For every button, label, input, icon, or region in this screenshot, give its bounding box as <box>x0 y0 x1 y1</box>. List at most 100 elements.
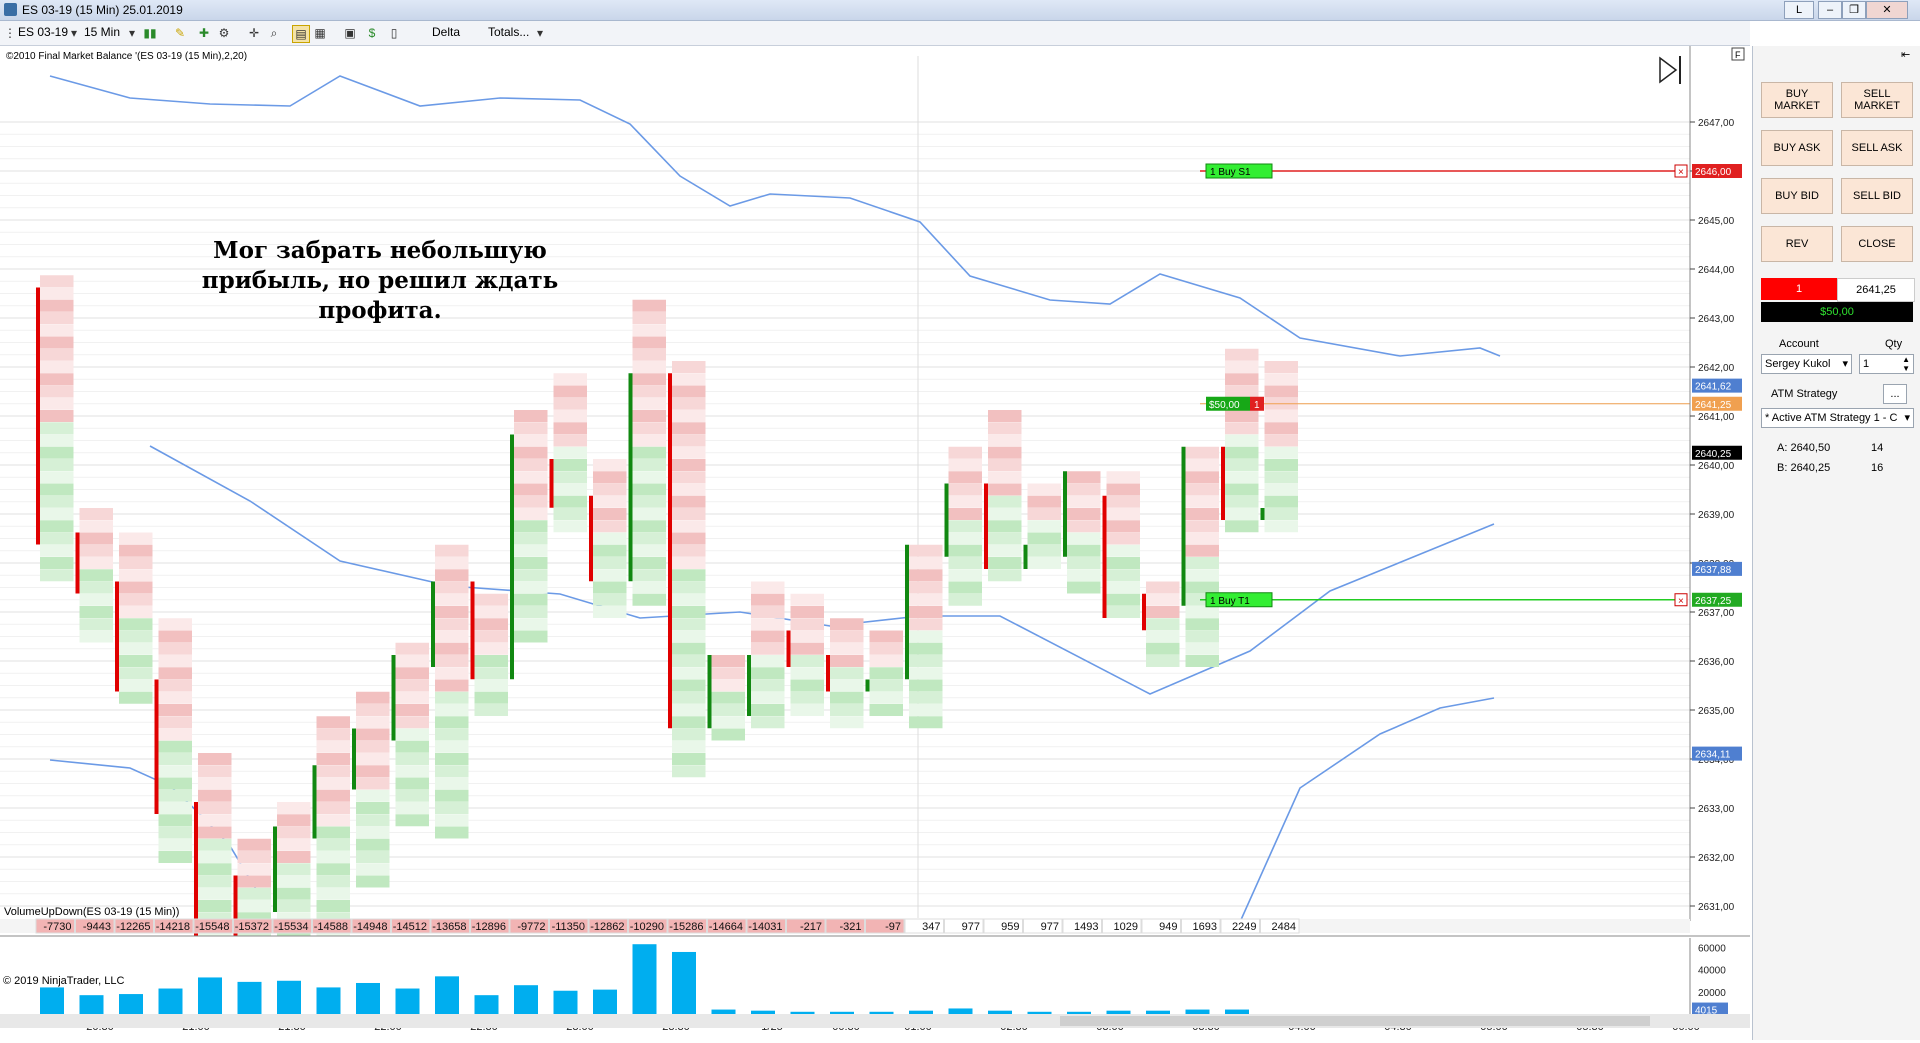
link-button[interactable]: L <box>1784 1 1814 19</box>
buy-market-button[interactable]: BUY MARKET <box>1761 82 1833 118</box>
footprint-cell <box>830 716 864 729</box>
minimize-icon[interactable]: – <box>1818 1 1842 19</box>
candle-body <box>75 532 80 594</box>
scrollbar-thumb[interactable] <box>1060 1016 1650 1026</box>
footprint-cell <box>672 704 706 716</box>
chart-canvas[interactable]: 1 Buy S1 × 1 Buy T1 × $50,00 1 2647,00 2646,00… <box>0 46 1750 1040</box>
timeframe-selector[interactable]: 15 Min <box>84 25 121 39</box>
footprint-cell <box>593 508 627 520</box>
price-tag-label: 2637,88 <box>1695 565 1732 576</box>
zoom-icon[interactable]: ⌕ <box>270 26 278 40</box>
footprint-cell <box>395 667 429 680</box>
delta-value: -12896 <box>472 921 506 933</box>
footprint-cell <box>1264 508 1298 520</box>
candle-body <box>154 679 159 814</box>
scroll-to-end-icon[interactable] <box>1659 56 1681 84</box>
candle-body <box>1023 544 1028 569</box>
restore-icon[interactable]: ❐ <box>1842 1 1866 19</box>
footprint-cell <box>1225 434 1259 447</box>
dollar-icon[interactable]: $ <box>368 26 376 40</box>
footprint-cell <box>40 459 74 471</box>
footprint-cell <box>1067 520 1101 533</box>
chart-trader-icon[interactable]: ▤ <box>292 25 310 43</box>
delta-cell <box>1181 918 1221 934</box>
order-flag[interactable] <box>1205 592 1273 608</box>
footprint-cell <box>1185 532 1219 545</box>
price-tick-label: 2644,00 <box>1698 265 1735 276</box>
volume-bar <box>1146 1010 1170 1014</box>
footprint-cell <box>1027 532 1061 545</box>
footprint-cell <box>158 789 192 802</box>
qty-stepper[interactable]: 1 ▲ ▼ <box>1859 354 1914 374</box>
delta-menu[interactable]: Delta <box>432 25 461 39</box>
footprint-cell <box>514 410 548 422</box>
footprint-cell <box>593 483 627 496</box>
footprint-cell <box>277 826 311 839</box>
price-tag <box>1692 592 1742 607</box>
sell-bid-button[interactable]: SELL BID <box>1841 178 1913 214</box>
close-position-button[interactable]: CLOSE <box>1841 226 1913 262</box>
footprint-cell <box>356 802 390 814</box>
add-indicator-icon[interactable]: ✚ <box>198 26 210 40</box>
crosshair-icon[interactable]: ✛ <box>248 26 260 40</box>
delta-cell <box>786 918 826 934</box>
f-toggle-icon[interactable] <box>1731 47 1745 61</box>
instrument-selector[interactable]: ES 03-19 <box>18 25 69 39</box>
totals-menu[interactable]: Totals... <box>488 25 530 39</box>
footprint-cell <box>1264 495 1298 508</box>
account-select[interactable]: Sergey Kukol ▾ <box>1761 354 1852 374</box>
footprint-cell <box>988 520 1022 533</box>
order-flag[interactable] <box>1205 163 1273 179</box>
footprint-cell <box>988 422 1022 435</box>
chevron-down-icon[interactable]: ▾ <box>536 26 544 40</box>
footprint-cell <box>119 544 153 557</box>
footprint-cell <box>119 655 153 667</box>
footprint-cell <box>1185 471 1219 484</box>
sell-market-button[interactable]: SELL MARKET <box>1841 82 1913 118</box>
footprint-cell <box>514 581 548 594</box>
candlestick-icon[interactable]: ▮▮ <box>143 26 157 40</box>
strategy-icon[interactable]: ⚙ <box>218 26 230 40</box>
chart-area[interactable]: 1 Buy S1 × 1 Buy T1 × $50,00 1 2647,00 2646,00… <box>0 46 1750 1040</box>
atm-strategy-select[interactable]: * Active ATM Strategy 1 - C ▾ <box>1761 408 1914 428</box>
price-tag <box>1692 746 1742 761</box>
chevron-down-icon[interactable]: ▾ <box>70 26 78 40</box>
pencil-icon[interactable]: ✎ <box>174 26 186 40</box>
footprint-cell <box>988 557 1022 569</box>
properties-icon[interactable]: ▦ <box>314 26 326 40</box>
footprint-cell <box>79 630 113 643</box>
close-window-icon[interactable]: ✕ <box>1866 1 1908 19</box>
chevron-down-icon[interactable]: ▾ <box>128 26 136 40</box>
buy-ask-button[interactable]: BUY ASK <box>1761 130 1833 166</box>
sell-ask-button[interactable]: SELL ASK <box>1841 130 1913 166</box>
footprint-cell <box>474 630 508 643</box>
volume-bar <box>711 1009 736 1014</box>
atm-more-button[interactable]: ... <box>1883 384 1907 404</box>
stepper-arrows-icon[interactable]: ▲ ▼ <box>1902 355 1910 373</box>
footprint-cell <box>553 446 587 459</box>
delta-value: -9443 <box>83 921 111 933</box>
volume-bar <box>632 944 657 1014</box>
footprint-bars <box>36 275 1298 937</box>
footprint-cell <box>988 483 1022 496</box>
footprint-cell <box>553 483 587 496</box>
footprint-cell <box>672 716 706 729</box>
data-box-icon[interactable]: ▯ <box>390 26 398 40</box>
position-flag[interactable] <box>1206 396 1250 411</box>
footprint-cell <box>711 704 745 716</box>
footprint-cell <box>395 777 429 790</box>
footprint-cell <box>395 802 429 814</box>
screenshot-icon[interactable]: ▣ <box>344 26 356 40</box>
footprint-cell <box>1106 471 1140 484</box>
reverse-button[interactable]: REV <box>1761 226 1833 262</box>
footprint-cell <box>672 495 706 508</box>
delta-cell <box>75 918 115 934</box>
buy-bid-button[interactable]: BUY BID <box>1761 178 1833 214</box>
collapse-icon[interactable]: ⇤ <box>1901 49 1911 61</box>
footprint-cell <box>593 471 627 484</box>
cancel-order-icon[interactable] <box>1674 164 1688 178</box>
footprint-cell <box>869 630 903 643</box>
footprint-cell <box>553 495 587 508</box>
cancel-order-icon[interactable] <box>1674 593 1688 607</box>
footprint-cell <box>751 716 785 729</box>
